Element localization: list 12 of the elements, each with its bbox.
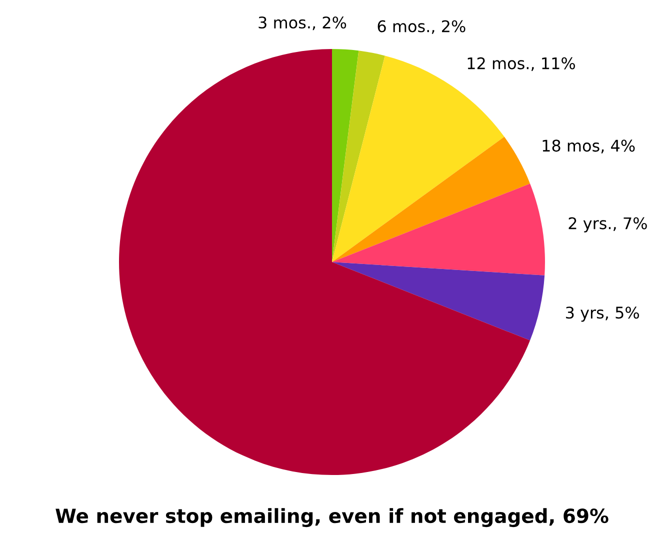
slice-label: 2 yrs., 7% (568, 217, 647, 232)
slice-label: 3 yrs, 5% (566, 306, 640, 322)
slice-label: 3 mos., 2% (258, 16, 346, 30)
slice-label: 6 mos., 2% (378, 20, 466, 34)
pie-slice (332, 184, 545, 276)
pie-slice (332, 262, 545, 340)
pie-slice (332, 50, 385, 262)
slice-label: 12 mos., 11% (468, 57, 575, 71)
pie-slice (332, 136, 530, 262)
slice-label: We never stop emailing, even if not engaged, 69% (56, 508, 608, 528)
pie-slice (332, 49, 359, 262)
slice-label: 18 mos, 4% (542, 140, 635, 154)
